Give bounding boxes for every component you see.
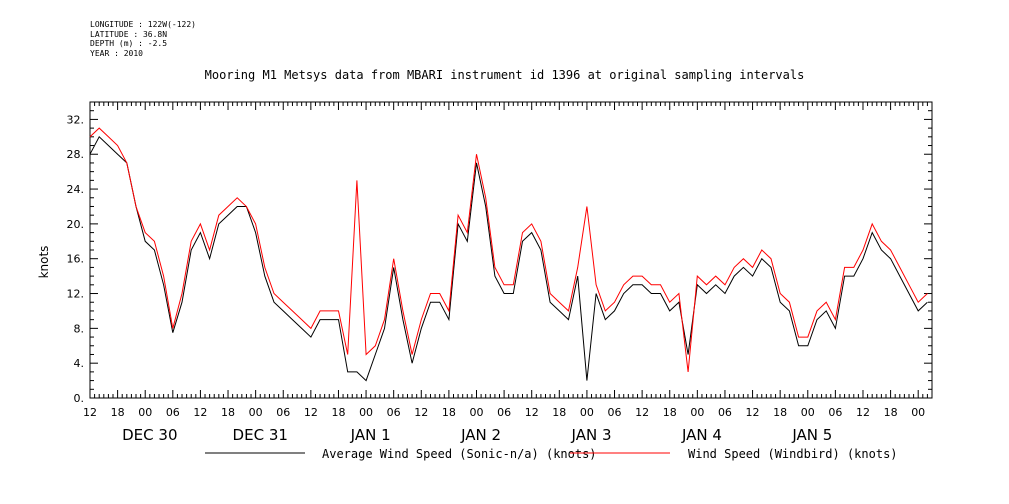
legend: Average Wind Speed (Sonic-n/a) (knots) W…	[205, 447, 898, 461]
latitude-line: LATITUDE : 36.8N	[90, 29, 168, 39]
legend-label-average-wind: Average Wind Speed (Sonic-n/a) (knots)	[322, 447, 597, 461]
series-average-wind-line	[89, 135, 928, 382]
x-tick-label: 18	[331, 406, 345, 419]
x-tick-label: 00	[580, 406, 594, 419]
x-tick-label: 06	[828, 406, 842, 419]
x-tick-label: 00	[690, 406, 704, 419]
x-tick-label: 12	[746, 406, 760, 419]
x-tick-label: 00	[911, 406, 925, 419]
x-tick-label: 18	[663, 406, 677, 419]
x-tick-label: 00	[801, 406, 815, 419]
x-tick-label: 12	[856, 406, 870, 419]
y-tick-label: 24.	[67, 183, 85, 196]
day-label: DEC 31	[233, 426, 288, 444]
x-tick-label: 06	[387, 406, 401, 419]
day-label: JAN 3	[571, 426, 612, 444]
day-label: JAN 5	[791, 426, 832, 444]
depth-line: DEPTH (m) : -2.5	[90, 39, 168, 48]
x-tick-label: 18	[773, 406, 787, 419]
series-windbird-line	[89, 127, 928, 372]
x-tick-label: 12	[193, 406, 207, 419]
x-tick-label: 06	[166, 406, 180, 419]
x-tick-label: 18	[221, 406, 235, 419]
y-axis-label: knots	[37, 246, 51, 279]
x-tick-label: 06	[718, 406, 732, 419]
y-tick-label: 4.	[74, 357, 85, 370]
day-label: JAN 1	[350, 426, 391, 444]
x-tick-label: 06	[276, 406, 290, 419]
x-tick-label: 18	[552, 406, 566, 419]
y-tick-label: 28.	[67, 148, 85, 161]
metadata-block: LONGITUDE : 122W(-122) LATITUDE : 36.8N …	[90, 20, 196, 58]
x-tick-label: 18	[111, 406, 125, 419]
x-tick-label: 06	[497, 406, 511, 419]
legend-label-windbird: Wind Speed (Windbird) (knots)	[688, 447, 898, 461]
x-tick-label: 12	[304, 406, 318, 419]
year-line: YEAR : 2010	[90, 48, 143, 58]
x-tick-label: 00	[138, 406, 152, 419]
y-tick-label: 32.	[67, 113, 85, 126]
day-label: JAN 2	[460, 426, 501, 444]
x-tick-label: 12	[83, 406, 97, 419]
x-tick-label: 18	[884, 406, 898, 419]
y-tick-label: 0.	[74, 392, 85, 405]
chart-title: Mooring M1 Metsys data from MBARI instru…	[204, 68, 805, 82]
x-tick-label: 12	[635, 406, 649, 419]
y-tick-label: 12.	[67, 288, 85, 301]
day-label: JAN 4	[681, 426, 722, 444]
y-tick-label: 20.	[67, 218, 85, 231]
x-tick-label: 00	[249, 406, 263, 419]
x-tick-label: 12	[525, 406, 539, 419]
longitude-line: LONGITUDE : 122W(-122)	[90, 20, 196, 29]
x-tick-label: 18	[442, 406, 456, 419]
x-tick-label: 06	[608, 406, 622, 419]
y-tick-label: 16.	[67, 253, 85, 266]
x-tick-label: 00	[469, 406, 483, 419]
x-tick-label: 12	[414, 406, 428, 419]
y-tick-label: 8.	[74, 322, 85, 335]
plot-frame	[89, 101, 933, 399]
day-label: DEC 30	[122, 426, 177, 444]
x-tick-label: 00	[359, 406, 373, 419]
plot-area: 0. 4. 8. 12. 16. 20. 24. 28. 32. 12 18 00 06 12 18 00 06…	[67, 101, 933, 444]
